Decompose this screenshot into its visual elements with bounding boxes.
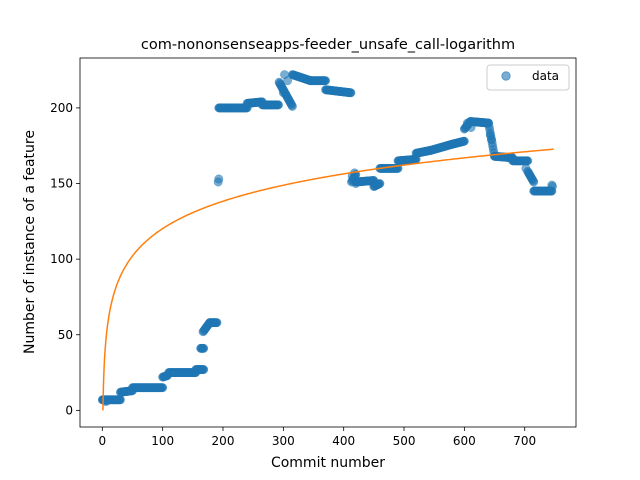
data-point [346,88,356,98]
legend-box [486,64,570,91]
x-tick-label: 500 [393,434,416,448]
legend-label-data: data [532,69,559,83]
y-tick-label: 0 [65,403,73,417]
x-tick-label: 600 [453,434,476,448]
x-tick-label: 400 [332,434,355,448]
data-point [278,88,288,98]
data-point [459,136,469,146]
y-tick-label: 200 [50,101,73,115]
fit-line [102,148,554,411]
data-point [321,76,331,86]
plot-frame [79,57,577,428]
x-tick-label: 700 [513,434,536,448]
data-point [115,395,125,405]
y-tick-label: 100 [50,252,73,266]
data-point [158,383,168,393]
data-point [548,182,557,192]
y-tick-label: 50 [58,328,73,342]
x-axis-label: Commit number [271,455,385,471]
data-point [283,76,293,86]
data-point [214,174,224,184]
data-point [523,156,533,166]
data-point [529,177,539,187]
data-point [487,135,496,145]
data-point [375,179,385,188]
x-tick-label: 0 [99,434,107,448]
data-point [462,118,472,128]
y-axis-label: Number of instance of a feature [22,130,38,354]
legend-marker-data [501,71,511,81]
x-tick-label: 200 [212,434,235,448]
chart-title: com-nononsenseapps-feeder_unsafe_call-lo… [141,37,515,53]
data-point [199,343,209,353]
y-tick-label: 150 [50,177,73,191]
data-point [351,179,361,188]
data-point [274,100,283,110]
x-tick-label: 100 [151,434,174,448]
data-point [199,365,209,374]
x-tick-label: 300 [272,434,295,448]
data-point [212,318,222,328]
data-point [521,163,531,173]
data-point [287,101,297,111]
